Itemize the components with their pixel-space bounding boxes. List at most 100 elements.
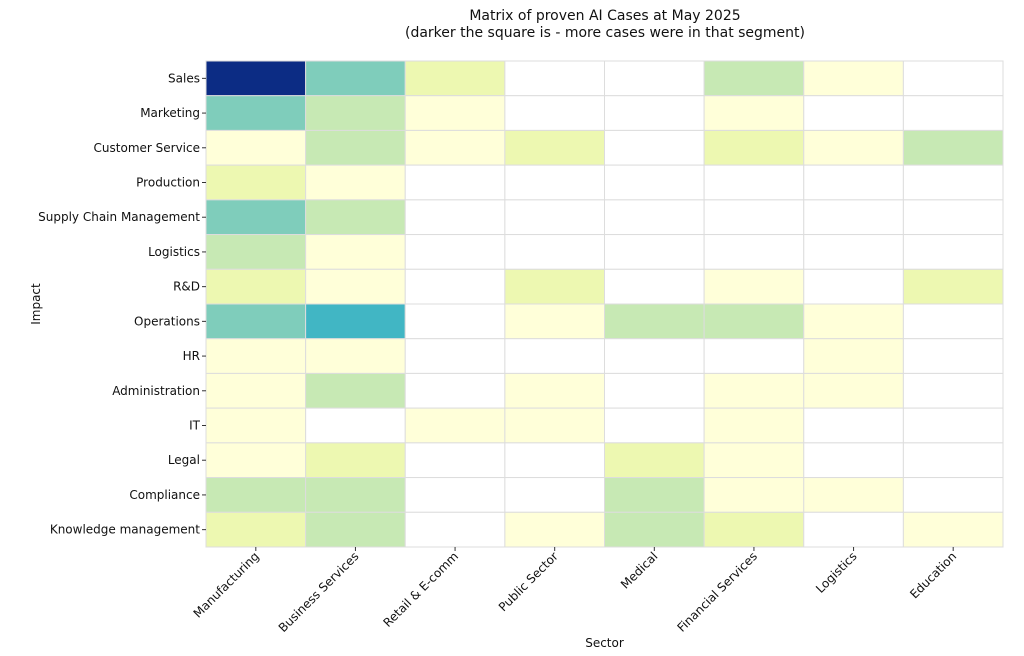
heatmap-cell	[305, 303, 406, 340]
heatmap-cell	[404, 372, 506, 409]
y-tick-label: Legal	[168, 453, 200, 467]
heatmap-cell	[902, 268, 1004, 305]
heatmap-cell	[902, 164, 1004, 201]
heatmap-cell	[803, 372, 904, 409]
heatmap-cell	[604, 511, 705, 548]
heatmap-cell	[404, 511, 506, 548]
heatmap-cell	[404, 95, 506, 131]
y-tick-label: Marketing	[140, 106, 200, 120]
heatmap-cell	[305, 477, 406, 513]
y-tick-label: IT	[189, 419, 201, 433]
heatmap-cell	[205, 129, 307, 166]
heatmap-cell	[703, 511, 805, 548]
heatmap-cell	[703, 338, 805, 374]
heatmap-cell	[803, 407, 904, 444]
x-tick-label: Business Services	[276, 549, 362, 635]
x-tick-label: Financial Services	[675, 549, 761, 635]
heatmap-cell	[305, 511, 406, 548]
heatmap-cell	[604, 407, 705, 444]
heatmap-cell	[404, 199, 506, 236]
y-tick-label: Operations	[134, 314, 200, 328]
heatmap-cell	[404, 338, 506, 374]
heatmap-cell	[902, 407, 1004, 444]
plot-border	[205, 60, 1004, 548]
heatmap-cell	[504, 164, 606, 201]
heatmap-cell	[902, 199, 1004, 236]
heatmap-cell	[305, 338, 406, 374]
heatmap-cell	[205, 199, 307, 236]
heatmap-cell	[205, 234, 307, 270]
heatmap-cell	[604, 268, 705, 305]
x-tick-label: Medical	[618, 549, 660, 591]
heatmap-cell	[504, 477, 606, 513]
heatmap-cell	[803, 511, 904, 548]
heatmap-cell	[305, 372, 406, 409]
chart-title: Matrix of proven AI Cases at May 2025	[469, 8, 741, 24]
heatmap-cell	[504, 95, 606, 131]
heatmap-cell	[504, 407, 606, 444]
y-tick-label: Customer Service	[94, 141, 200, 155]
heatmap-cell	[305, 407, 406, 444]
heatmap-cell	[305, 199, 406, 236]
x-tick-label: Manufacturing	[191, 549, 262, 620]
heatmap-cell	[902, 95, 1004, 131]
heatmap-cell	[703, 199, 805, 236]
heatmap-cell	[504, 372, 606, 409]
heatmap-cell	[703, 268, 805, 305]
heatmap-cell	[305, 268, 406, 305]
heatmap-cell	[404, 268, 506, 305]
heatmap-cell	[703, 477, 805, 513]
y-tick-label: Sales	[168, 71, 200, 85]
heatmap-cell	[504, 268, 606, 305]
heatmap-cell	[902, 338, 1004, 374]
heatmap-cell	[703, 234, 805, 270]
heatmap-cell	[703, 407, 805, 444]
heatmap-cell	[604, 442, 705, 479]
heatmap-cell	[703, 442, 805, 479]
heatmap-cell	[902, 372, 1004, 409]
heatmap-cell	[604, 338, 705, 374]
heatmap-cell	[504, 442, 606, 479]
heatmap-cell	[803, 95, 904, 131]
heatmap-cell	[703, 372, 805, 409]
heatmap-cell	[205, 303, 307, 340]
heatmap-cell	[205, 442, 307, 479]
heatmap-cell	[305, 95, 406, 131]
heatmap-cell	[504, 60, 606, 97]
heatmap-cell	[803, 129, 904, 166]
y-tick-label: HR	[183, 349, 200, 363]
heatmap-cell	[604, 129, 705, 166]
y-tick-label: Production	[136, 176, 200, 190]
heatmap-cell	[902, 442, 1004, 479]
x-axis-label: Sector	[585, 636, 624, 650]
heatmap-cell	[205, 164, 307, 201]
heatmap-cell	[305, 442, 406, 479]
heatmap-cell	[703, 164, 805, 201]
y-tick-label: Knowledge management	[50, 523, 200, 537]
heatmap-cell	[703, 303, 805, 340]
heatmap-cell	[404, 407, 506, 444]
heatmap-cell	[205, 95, 307, 131]
heatmap-cell	[803, 234, 904, 270]
heatmap-cell	[902, 477, 1004, 513]
heatmap-cell	[305, 60, 406, 97]
heatmap-cell	[803, 442, 904, 479]
heatmap-cell	[604, 477, 705, 513]
heatmap-cell	[902, 234, 1004, 270]
heatmap-cell	[803, 164, 904, 201]
heatmap-cell	[604, 199, 705, 236]
heatmap-cell	[504, 303, 606, 340]
heatmap-cell	[504, 199, 606, 236]
heatmap-cell	[305, 234, 406, 270]
heatmap-cell	[205, 407, 307, 444]
heatmap-cell	[703, 95, 805, 131]
heatmap-cell	[803, 199, 904, 236]
chart-subtitle: (darker the square is - more cases were …	[405, 25, 805, 41]
heatmap-cell	[803, 60, 904, 97]
x-tick-label: Retail & E-comm	[380, 549, 461, 630]
y-axis-label: Impact	[29, 283, 43, 325]
heatmap-cell	[404, 477, 506, 513]
heatmap-cell	[604, 303, 705, 340]
heatmap-cell	[404, 129, 506, 166]
